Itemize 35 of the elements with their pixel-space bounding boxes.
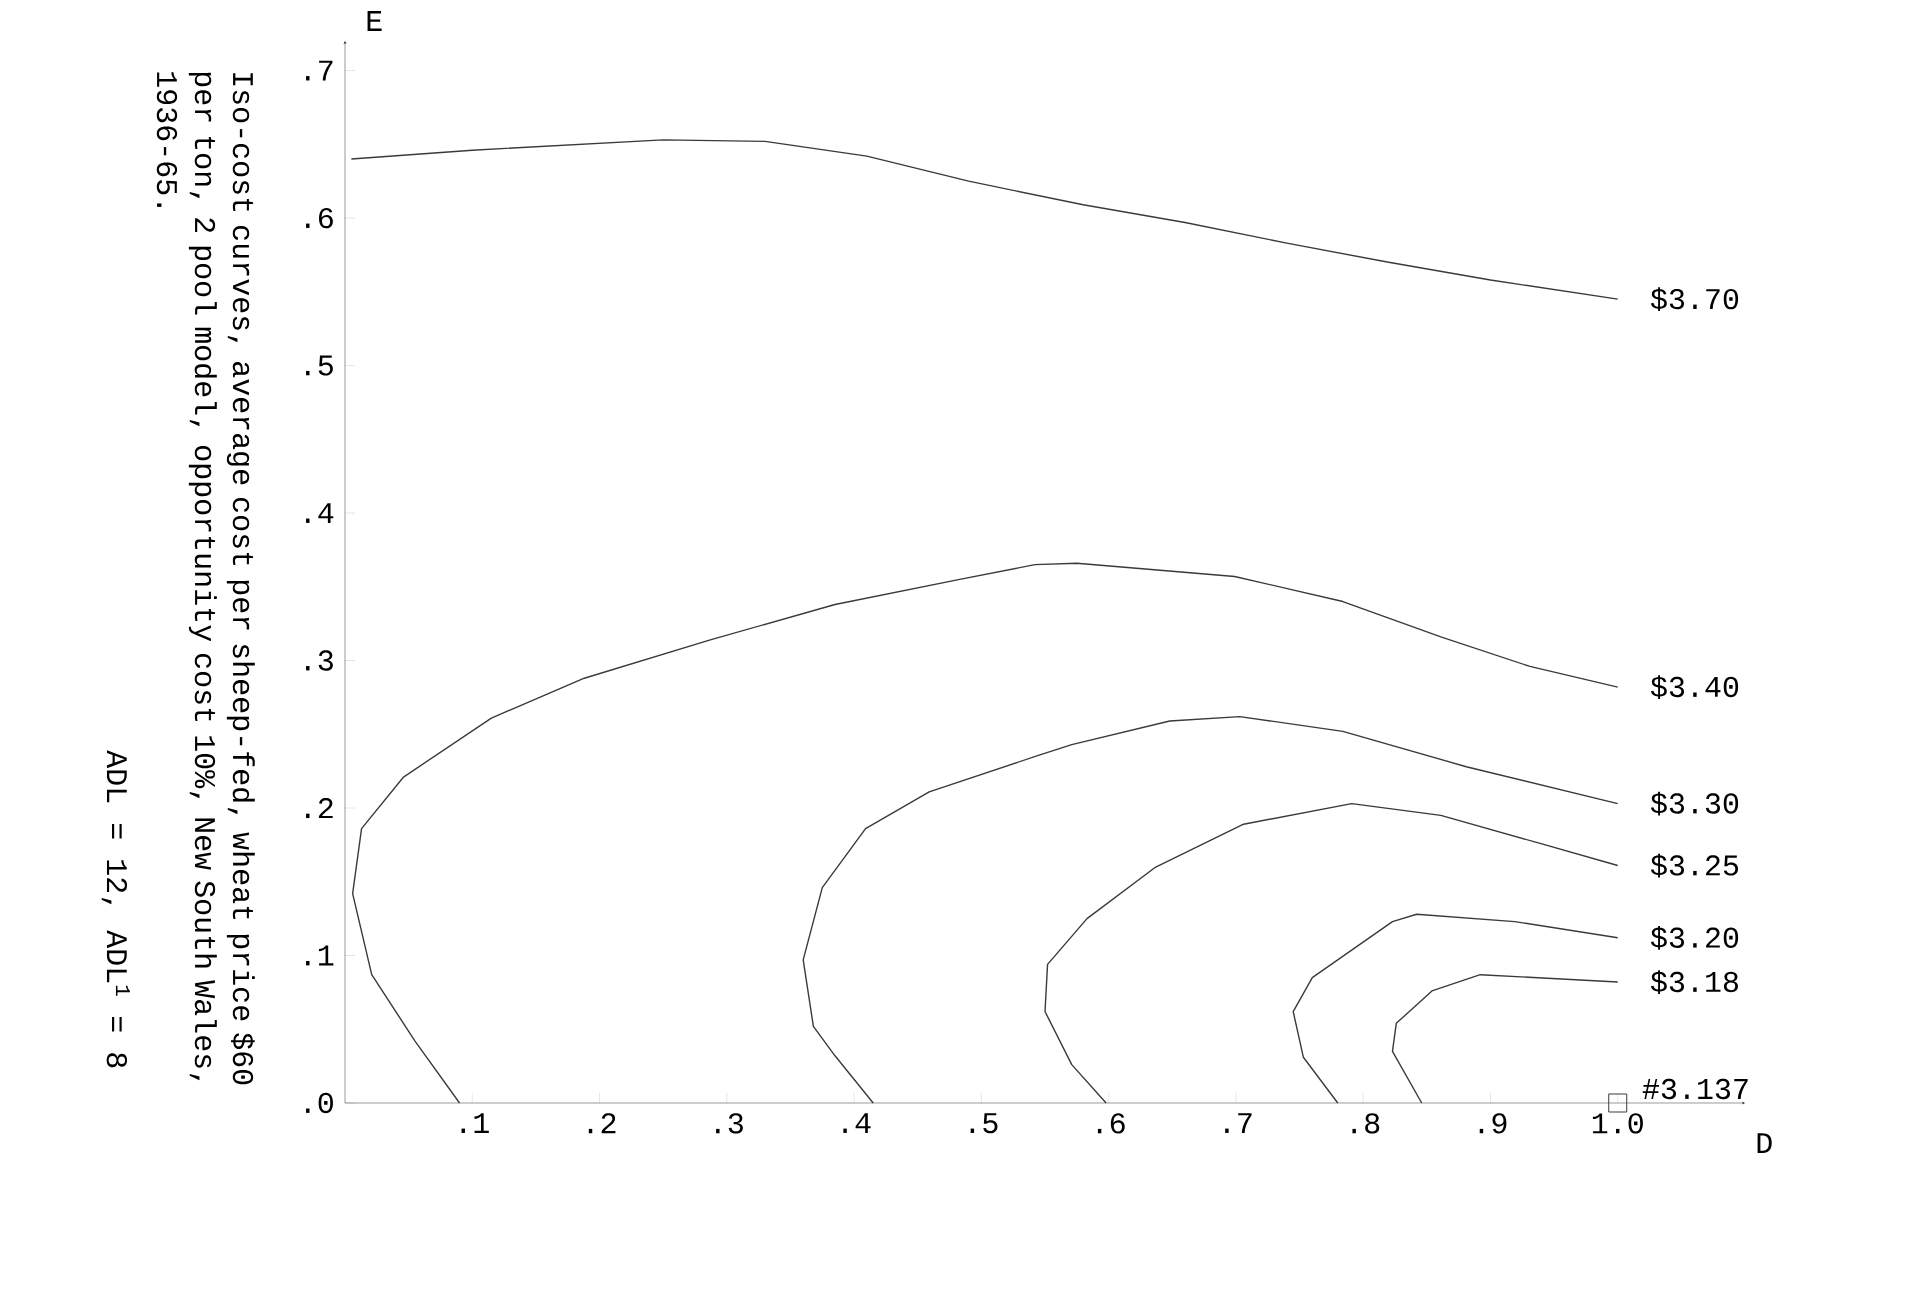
line-series (1292, 913, 1619, 1104)
x-tick-label: .9 (1479, 1113, 1507, 1134)
y-axis-title: E (367, 11, 382, 31)
x-tick-label: .5 (970, 1113, 998, 1134)
series-label: $3.40 (1650, 675, 1739, 699)
y-tick-label: .2 (306, 797, 333, 819)
line-series (1391, 973, 1619, 1104)
y-tick-label: .6 (306, 207, 333, 229)
y-tick-label: .4 (306, 503, 334, 523)
x-tick-label: .2 (588, 1113, 616, 1134)
y-tick-label: .1 (306, 945, 334, 966)
x-tick-label: .7 (1225, 1113, 1252, 1133)
series-label: $3.30 (1650, 791, 1739, 816)
line-series (1044, 802, 1619, 1104)
text: ADL = 12, ADL$^{1}$ = 8 (101, 750, 130, 1068)
line-series (350, 139, 1619, 300)
y-tick-label: .7 (306, 60, 333, 81)
x-axis-title: D (1757, 1133, 1772, 1153)
text: Iso-cost curves, average cost per sheep-fed, wheat price $60 per ton, 2 pool model, opportunity cost 10%, New South Wales, 1936-65. (156, 72, 255, 1085)
line-series (351, 562, 1619, 1104)
series-label: #3.137 (1642, 1078, 1748, 1100)
line-series (802, 715, 1619, 1104)
series-label: $3.70 (1650, 287, 1739, 312)
x-tick-label: .4 (843, 1113, 871, 1133)
y-tick-label: .5 (306, 355, 333, 376)
y-tick-label: .3 (306, 650, 333, 671)
x-tick-label: .6 (1097, 1113, 1125, 1134)
series-label: $3.25 (1650, 853, 1739, 878)
y-tick-label: .0 (306, 1092, 333, 1114)
series-label: $3.20 (1650, 925, 1739, 950)
series-label: $3.18 (1650, 970, 1738, 994)
x-tick-label: .3 (716, 1113, 743, 1134)
x-tick-label: 1.0 (1592, 1113, 1643, 1134)
x-tick-label: .1 (461, 1113, 489, 1133)
x-tick-label: .8 (1352, 1113, 1380, 1134)
